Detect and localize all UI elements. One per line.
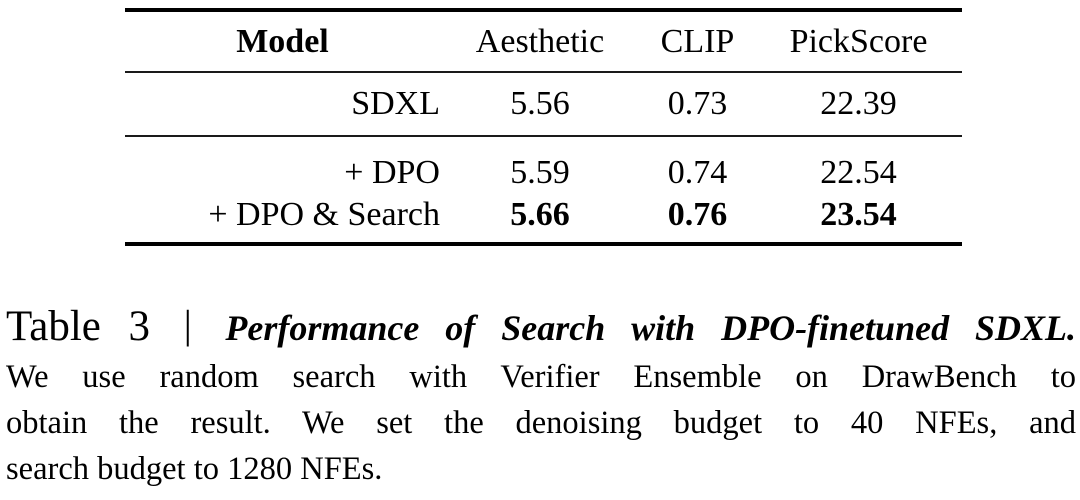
clip-value: 0.74 <box>667 153 728 191</box>
table-row-sdxl: SDXL 5.56 0.73 22.39 <box>125 72 962 136</box>
aesthetic-value: 5.59 <box>510 153 570 191</box>
caption-text-line: search budget to 1280 NFEs. <box>6 451 383 487</box>
aesthetic-value: 5.56 <box>510 85 570 122</box>
table-row-dpo: + DPO 5.59 0.74 22.54 <box>125 136 962 194</box>
pickscore-value: 22.54 <box>820 153 897 191</box>
clip-value: 0.73 <box>667 85 728 122</box>
model-cell: SDXL <box>351 85 440 122</box>
caption-label: Table 3 <box>6 303 151 350</box>
model-cell: + DPO & Search <box>208 196 440 233</box>
caption-separator: | <box>183 302 192 347</box>
model-cell: + DPO <box>344 153 440 191</box>
table-header-row: Model Aesthetic CLIP PickScore <box>125 10 962 72</box>
column-header-model: Model <box>236 22 329 60</box>
column-header-pickscore: PickScore <box>789 22 928 60</box>
caption-title-line: Table 3 | Performance of Search with DPO… <box>6 301 1076 354</box>
clip-value: 0.76 <box>667 196 728 233</box>
caption-text-line: obtain the result. We set the denoising … <box>6 405 1076 441</box>
column-header-clip: CLIP <box>660 22 735 60</box>
table-row-dpo-search: + DPO & Search 5.66 0.76 23.54 <box>125 194 962 244</box>
pickscore-value: 23.54 <box>820 196 897 233</box>
table-caption: Table 3 | Performance of Search with DPO… <box>6 301 1076 492</box>
caption-title: Performance of Search with DPO-finetuned… <box>225 308 1077 348</box>
aesthetic-value: 5.66 <box>510 196 570 233</box>
column-header-aesthetic: Aesthetic <box>475 22 605 60</box>
pickscore-value: 22.39 <box>820 85 897 122</box>
results-table: Model Aesthetic CLIP PickScore SDXL 5.56… <box>125 8 962 246</box>
caption-text-line: We use random search with Verifier Ensem… <box>6 359 1076 395</box>
